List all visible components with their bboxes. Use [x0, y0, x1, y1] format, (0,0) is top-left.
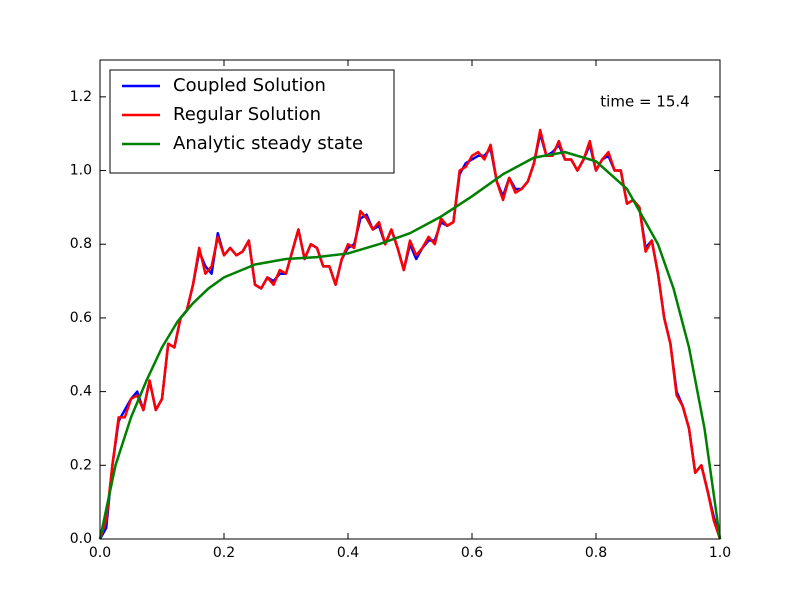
y-tick-label: 1.0 [70, 163, 92, 179]
legend-label: Coupled Solution [173, 75, 326, 96]
x-tick-label: 0.4 [337, 545, 359, 561]
x-tick-label: 1.0 [709, 545, 731, 561]
series-line [98, 128, 722, 540]
series-line [98, 150, 722, 540]
legend-label: Analytic steady state [173, 133, 363, 154]
x-tick-label: 0.0 [89, 545, 111, 561]
y-tick-label: 1.2 [70, 89, 92, 105]
x-tick-label: 0.6 [461, 545, 483, 561]
y-tick-label: 0.4 [70, 384, 92, 400]
y-tick-label: 0.2 [70, 457, 92, 473]
y-tick-label: 0.0 [70, 531, 92, 547]
y-tick-label: 0.8 [70, 236, 92, 252]
plot-area [98, 128, 722, 540]
x-tick-label: 0.8 [585, 545, 607, 561]
legend-label: Regular Solution [173, 104, 321, 125]
axes-frame [99, 59, 721, 540]
x-tick-label: 0.2 [213, 545, 235, 561]
annotation: time = 15.4 [600, 93, 689, 111]
y-tick-label: 0.6 [70, 310, 92, 326]
